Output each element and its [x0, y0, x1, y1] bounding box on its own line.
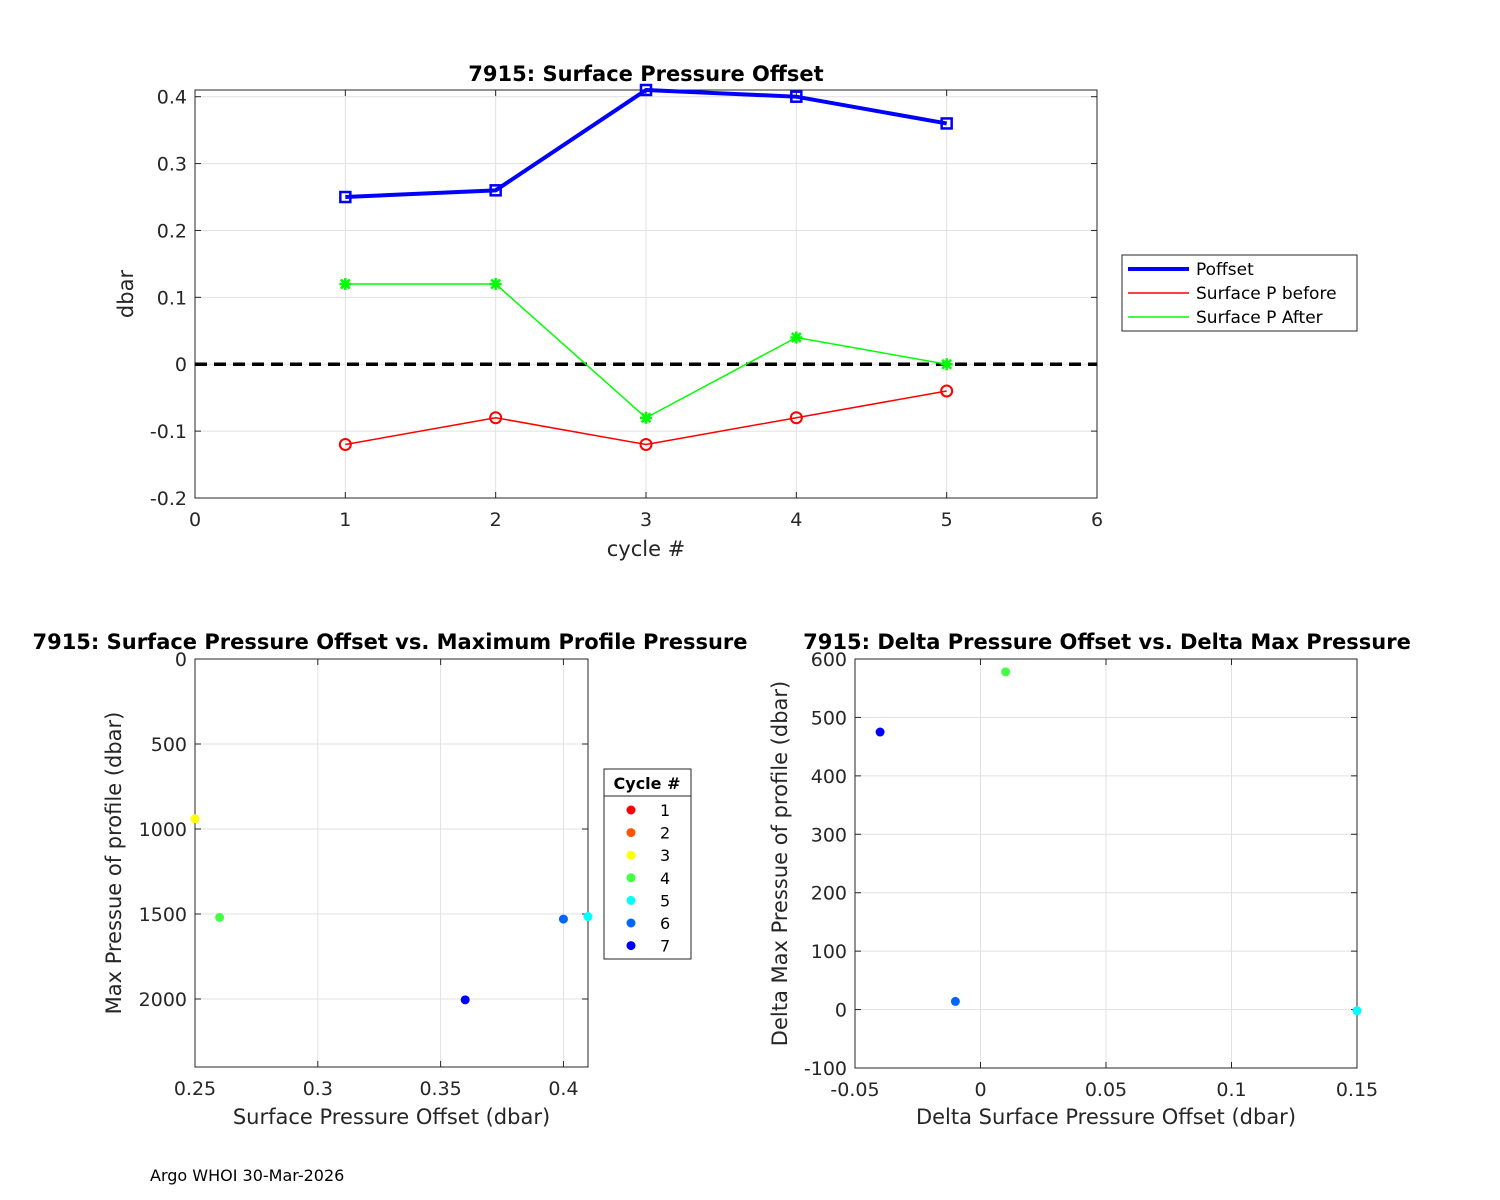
x-tick-label: 0.3: [303, 1078, 333, 1100]
data-point-2: [875, 727, 885, 737]
x-axis-label: cycle #: [607, 537, 686, 561]
x-tick-label: 0.05: [1085, 1079, 1127, 1101]
x-tick-label: 0: [974, 1079, 986, 1101]
y-tick-label: 0: [175, 649, 187, 671]
y-tick-label: -100: [804, 1058, 847, 1080]
data-point-3: [950, 996, 960, 1006]
data-point-cycle-5: [583, 912, 593, 922]
y-tick-label: 500: [151, 734, 187, 756]
x-axis-label: Delta Surface Pressure Offset (dbar): [916, 1105, 1296, 1129]
legend-swatch-cycle-4: [626, 873, 636, 883]
data-point-cycle-4: [215, 912, 225, 922]
x-tick-label: 0.1: [1216, 1079, 1246, 1101]
data-point-poffset: [339, 190, 352, 204]
x-tick-label: 6: [1091, 509, 1103, 531]
y-tick-label: 300: [811, 824, 847, 846]
legend-label-cycle-5: 5: [660, 891, 670, 910]
legend-label-surface-p-before: Surface P before: [1196, 284, 1337, 304]
y-tick-label: 0.1: [157, 287, 187, 309]
x-tick-label: 5: [941, 509, 953, 531]
legend-swatch-cycle-7: [626, 941, 636, 951]
data-point-surface-p-before: [940, 384, 954, 398]
y-tick-label: 1000: [139, 819, 187, 841]
data-point-cycle-3: [190, 814, 200, 824]
x-tick-label: 4: [790, 509, 802, 531]
y-axis-label: dbar: [114, 270, 138, 319]
legend-label-poffset: Poffset: [1196, 260, 1254, 280]
y-tick-label: 400: [811, 766, 847, 788]
y-tick-label: 0.4: [157, 87, 187, 109]
chart-title: 7915: Surface Pressure Offset vs. Maximu…: [32, 630, 747, 654]
y-axis-label: Delta Max Pressue of profile (dbar): [768, 681, 792, 1046]
legend-label-cycle-3: 3: [660, 846, 670, 865]
data-point-poffset: [790, 90, 803, 103]
data-point-4: [1352, 1006, 1362, 1016]
y-tick-label: 1500: [139, 904, 187, 926]
data-point-poffset: [639, 83, 653, 97]
legend-label-cycle-7: 7: [660, 937, 670, 956]
data-point-cycle-7: [460, 995, 470, 1005]
x-tick-label: 3: [640, 509, 652, 531]
y-tick-label: -0.1: [150, 421, 187, 443]
legend-swatch-cycle-6: [626, 918, 636, 928]
legend-box: [603, 768, 692, 960]
x-tick-label: 0.35: [419, 1078, 461, 1100]
x-axis-label: Surface Pressure Offset (dbar): [233, 1105, 550, 1129]
data-point-poffset: [940, 117, 953, 130]
x-tick-label: 1: [339, 509, 351, 531]
legend-label-cycle-4: 4: [660, 869, 670, 888]
y-tick-label: 200: [811, 883, 847, 905]
footer-credit: Argo WHOI 30-Mar-2026: [150, 1166, 345, 1185]
chart-title: 7915: Surface Pressure Offset: [468, 62, 823, 86]
data-point-surface-p-after: [640, 411, 652, 424]
x-tick-label: -0.05: [830, 1079, 879, 1101]
data-point-surface-p-before: [489, 411, 503, 425]
series-line-surface-p-before: [345, 390, 947, 446]
legend-label-cycle-2: 2: [660, 824, 670, 843]
series-line-poffset: [345, 88, 948, 200]
data-point-surface-p-after: [489, 277, 502, 290]
y-tick-label: 500: [811, 707, 847, 729]
x-tick-label: 2: [490, 509, 502, 531]
y-tick-label: 2000: [139, 989, 187, 1011]
y-tick-label: 100: [811, 941, 847, 963]
x-tick-label: 0: [189, 509, 201, 531]
cycle-legend: Cycle # 1 2 3 4 5 6 7: [603, 768, 692, 960]
legend-swatch-cycle-1: [626, 805, 636, 815]
data-point-surface-p-before: [639, 437, 653, 451]
data-point-surface-p-before: [338, 437, 352, 451]
legend: Poffset Surface P before Surface P After: [1121, 254, 1358, 332]
axes-box: [194, 658, 589, 1068]
delta-offset-vs-delta-max-pressure-chart: -0.05 0 0.05 0.1 0.15 -100 0 100 200 300 400 500 600…: [768, 630, 1411, 1129]
offset-vs-max-pressure-chart: 0.25 0.3 0.35 0.4 0 500 1000 1500 2000 7915: Surf…: [32, 630, 747, 1129]
y-axis-label: Max Pressue of profile (dbar): [102, 712, 126, 1015]
data-point-surface-p-after: [940, 358, 953, 371]
y-tick-label: 0.3: [157, 154, 187, 176]
y-tick-label: 0: [175, 354, 187, 376]
surface-pressure-offset-chart: 0 1 2 3 4 5 6 -0.2 -0.1 0 0.1 0.2 0.3 0.4 7915: Surfac…: [114, 62, 1358, 561]
data-point-poffset: [489, 184, 502, 197]
y-tick-label: 0: [835, 1000, 847, 1022]
legend-swatch-cycle-3: [626, 850, 636, 860]
legend-label-cycle-1: 1: [660, 801, 670, 820]
x-tick-label: 0.15: [1336, 1079, 1378, 1101]
data-point-surface-p-after: [790, 331, 803, 344]
y-tick-label: -0.2: [150, 488, 187, 510]
x-tick-label: 0.4: [548, 1078, 578, 1100]
data-point-cycle-6: [558, 914, 568, 924]
y-tick-label: 600: [811, 649, 847, 671]
legend-swatch-cycle-2: [626, 828, 636, 838]
legend-label-surface-p-after: Surface P After: [1196, 308, 1323, 328]
data-point-1: [1001, 667, 1011, 677]
data-point-surface-p-after: [339, 277, 352, 290]
legend-swatch-cycle-5: [626, 895, 636, 905]
legend-label-cycle-6: 6: [660, 914, 670, 933]
legend-title: Cycle #: [614, 774, 681, 793]
y-tick-label: 0.2: [157, 220, 187, 242]
x-tick-label: 0.25: [174, 1078, 216, 1100]
data-point-surface-p-before: [789, 411, 803, 425]
chart-title: 7915: Delta Pressure Offset vs. Delta Ma…: [803, 630, 1411, 654]
